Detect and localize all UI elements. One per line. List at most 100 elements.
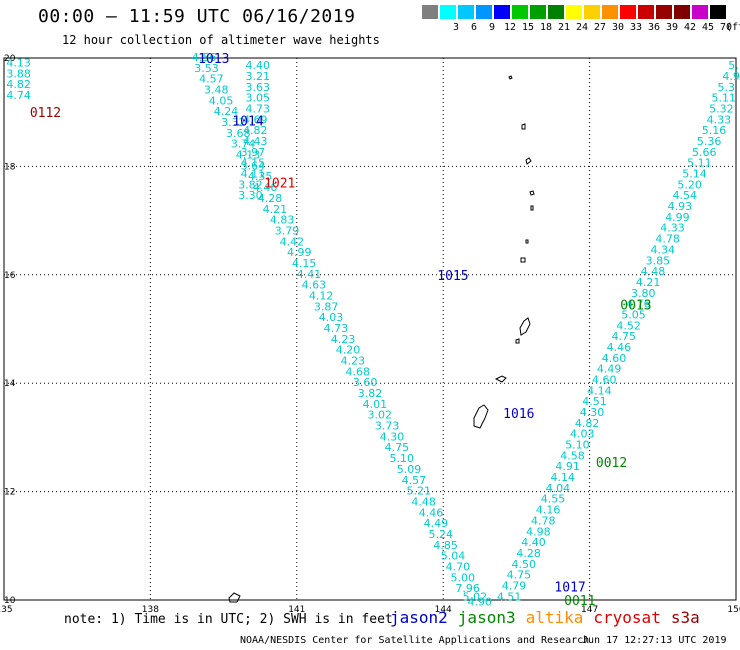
- satellite-jason2: jason2: [390, 608, 448, 627]
- swh-value: 4.13: [6, 56, 31, 69]
- satellite-altika: altika: [525, 608, 584, 627]
- swh-value: 5.3: [717, 81, 735, 94]
- legend-swatch: [512, 5, 528, 19]
- swh-value: 3.63: [246, 81, 271, 94]
- swh-value: 4.33: [660, 222, 685, 235]
- island-outline: [519, 317, 531, 336]
- pass-label: 0012: [596, 456, 627, 471]
- swh-value: 4.30: [580, 406, 605, 419]
- swh-value: 4.46: [419, 506, 444, 519]
- swh-value: 4.43: [243, 135, 268, 148]
- swh-value: 4.57: [402, 474, 427, 487]
- swh-value: 4.91: [555, 460, 580, 473]
- swh-value: 4.46: [253, 181, 278, 194]
- x-tick-label: 138: [142, 605, 159, 615]
- y-tick-label: 18: [4, 162, 16, 172]
- y-tick-label: 14: [4, 379, 16, 389]
- swh-value: 4.33: [707, 113, 732, 126]
- legend-label: 24: [575, 22, 589, 33]
- swh-value: 3.74: [231, 138, 256, 151]
- swh-value: 4.24: [214, 105, 239, 118]
- swh-value: 4.73: [324, 322, 349, 335]
- pass-label: 1015: [437, 269, 468, 284]
- swh-value: 5.02: [463, 590, 488, 603]
- swh-value: 4.99: [287, 246, 312, 259]
- swh-value: 5.32: [709, 102, 734, 115]
- swh-value: 4.55: [541, 493, 566, 506]
- swh-value: 4.40: [246, 59, 271, 72]
- swh-value: 4.13: [236, 149, 261, 162]
- legend-swatch: [620, 5, 636, 19]
- map-frame: [3, 57, 737, 601]
- swh-value: 3.88: [6, 67, 31, 80]
- island-outline: [494, 375, 507, 383]
- swh-value: 4.03: [319, 311, 344, 324]
- swh-value: 4.46: [607, 341, 632, 354]
- swh-value: 3.48: [204, 84, 229, 97]
- swh-value: 4.75: [507, 569, 532, 582]
- legend-label: 30: [611, 22, 625, 33]
- legend-swatch: [602, 5, 618, 19]
- pass-label: 0011: [564, 594, 595, 609]
- swh-value: 4.03: [570, 428, 595, 441]
- satellite-s3a: s3a: [670, 608, 700, 627]
- legend-label: 42: [683, 22, 697, 33]
- x-tick-label: 147: [581, 605, 598, 615]
- legend-swatch: [656, 5, 672, 19]
- swh-value: 4.83: [270, 214, 295, 227]
- swh-value: 4.78: [655, 233, 680, 246]
- legend-swatch: [422, 5, 438, 19]
- swh-value: 5.36: [697, 135, 722, 148]
- swh-value: 3.80: [631, 287, 656, 300]
- swh-value: 4.58: [560, 449, 585, 462]
- satellite-legend: jason2 jason3 altika cryosat s3a: [390, 608, 710, 627]
- swh-value: 4.57: [199, 73, 224, 86]
- x-tick-label: 144: [435, 605, 452, 615]
- swh-value: 3.32: [221, 116, 246, 129]
- swh-value: 4.60: [592, 373, 617, 386]
- wave-height-tracks: 4.133.884.824.744.403.213.633.054.734.69…: [6, 51, 739, 609]
- swh-value: 4.51: [582, 395, 607, 408]
- swh-value: 3.02: [368, 409, 393, 422]
- swh-value: 5.10: [389, 452, 414, 465]
- map-title: 00:00 – 11:59 UTC 06/16/2019: [38, 6, 356, 27]
- island-outline: [228, 592, 241, 603]
- y-tick-label: 20: [4, 54, 16, 64]
- island-outline: [525, 239, 529, 244]
- pass-label: 0013: [620, 299, 651, 314]
- swh-value: 4.75: [612, 330, 637, 343]
- swh-value: 4.49: [597, 363, 622, 376]
- pass-labels: 0112 1021 1013 1014 1015 1016 1017 0013 0012 0011: [30, 52, 652, 609]
- swh-value: 4.30: [380, 430, 405, 443]
- timestamp-text: Jun 17 12:27:13 UTC 2019: [582, 635, 727, 646]
- swh-value: 3.82: [358, 387, 383, 400]
- island-outline: [530, 205, 534, 211]
- legend-label: 39: [665, 22, 679, 33]
- pass-label: 0112: [30, 106, 61, 121]
- island-outline: [520, 257, 526, 263]
- swh-value: 4.01: [363, 398, 388, 411]
- pass-label: 1014: [232, 114, 263, 129]
- swh-value: 4.69: [243, 113, 268, 126]
- swh-value: 4.99: [665, 211, 690, 224]
- swh-value: 3.79: [275, 224, 300, 237]
- legend-swatch: [530, 5, 546, 19]
- swh-value: 4.9: [722, 70, 740, 83]
- swh-value: 4.23: [331, 333, 356, 346]
- island-outline: [515, 338, 520, 344]
- swh-value: 4.04: [546, 482, 571, 495]
- legend-swatch: [710, 5, 726, 19]
- legend-label: 6: [470, 22, 478, 33]
- swh-value: 4.12: [309, 289, 334, 302]
- swh-value: 4.56: [192, 51, 217, 64]
- legend-label: 18: [539, 22, 553, 33]
- swh-value: 4.21: [263, 203, 288, 216]
- swh-value: 4.90: [468, 596, 493, 609]
- legend-swatch: [692, 5, 708, 19]
- legend-label: 36: [647, 22, 661, 33]
- swh-value: 3.64: [241, 159, 266, 172]
- pass-label: 1016: [503, 407, 534, 422]
- swh-value: 5.14: [682, 168, 707, 181]
